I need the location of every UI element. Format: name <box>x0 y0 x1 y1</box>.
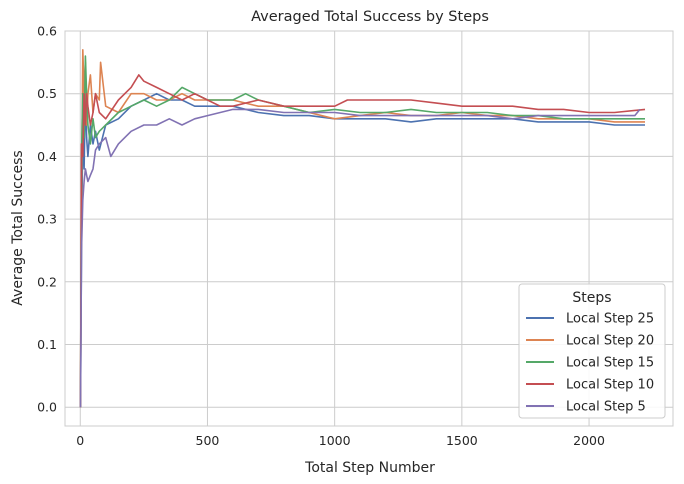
grid-lines <box>65 30 673 426</box>
legend-label-3: Local Step 15 <box>566 356 654 371</box>
x-tick-labels: 0 500 1000 1500 2000 <box>76 433 605 448</box>
y-tick-label: 0.3 <box>37 212 57 227</box>
y-tick-label: 0.2 <box>37 274 57 289</box>
legend-label-4: Local Step 10 <box>566 378 654 393</box>
x-tick-label: 1000 <box>319 433 351 448</box>
series-line-4 <box>79 74 646 408</box>
y-tick-label: 0.1 <box>37 337 57 352</box>
series-line-5 <box>79 108 641 408</box>
y-tick-label: 0.6 <box>37 24 57 39</box>
series-line-1 <box>79 92 645 408</box>
y-axis-label: Average Total Success <box>10 150 26 305</box>
legend-title: Steps <box>572 290 611 306</box>
y-tick-label: 0.0 <box>37 400 57 415</box>
x-tick-label: 500 <box>196 433 220 448</box>
series-line-2 <box>79 49 645 408</box>
x-tick-label: 1500 <box>446 433 478 448</box>
x-tick-label: 2000 <box>573 433 605 448</box>
legend-label-2: Local Step 20 <box>566 334 654 349</box>
series-lines <box>79 49 646 408</box>
legend-label-5: Local Step 5 <box>566 400 646 415</box>
x-axis-label: Total Step Number <box>304 460 435 476</box>
legend-items: Local Step 25 Local Step 20 Local Step 15 L… <box>526 312 654 415</box>
y-tick-labels: 0.0 0.1 0.2 0.3 0.4 0.5 0.6 <box>37 24 57 415</box>
legend-label-1: Local Step 25 <box>566 312 654 327</box>
y-tick-label: 0.5 <box>37 86 57 101</box>
x-tick-label: 0 <box>76 433 84 448</box>
legend-box <box>518 283 666 419</box>
plot-frame <box>64 30 674 427</box>
y-tick-label: 0.4 <box>37 149 57 164</box>
chart-title: Averaged Total Success by Steps <box>251 9 489 25</box>
